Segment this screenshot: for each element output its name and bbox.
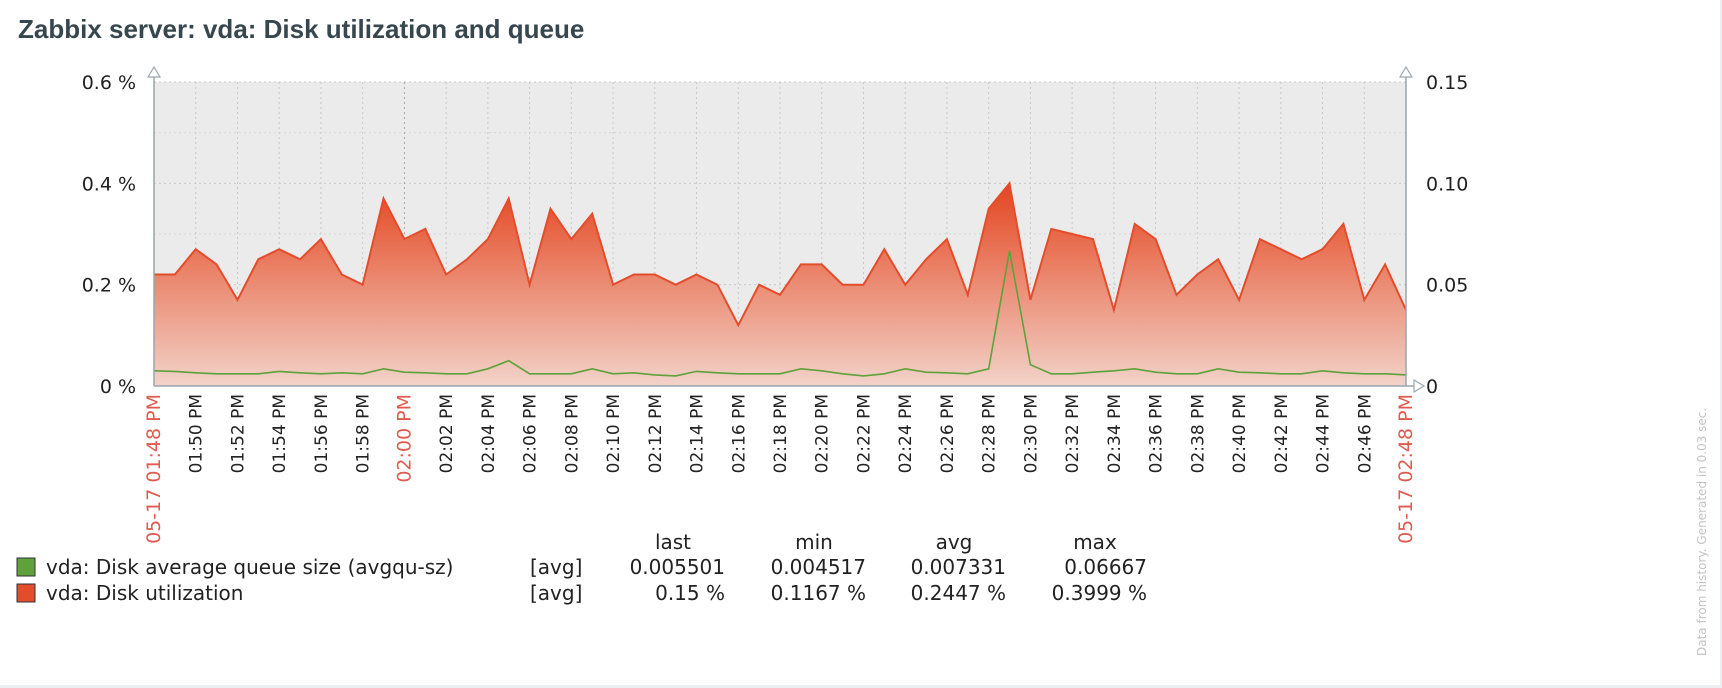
legend-swatch <box>16 583 36 603</box>
y-right-tick-label: 0 <box>1426 376 1438 398</box>
x-tick-label: 02:18 PM <box>771 394 791 473</box>
legend-header: max <box>1073 530 1117 554</box>
legend-series-name: vda: Disk utilization <box>46 581 243 605</box>
x-tick-label: 02:14 PM <box>688 394 708 473</box>
x-tick-label: 02:08 PM <box>562 394 582 473</box>
x-tick-label: 02:16 PM <box>729 394 749 473</box>
x-tick-label: 02:24 PM <box>896 394 916 473</box>
y-left-tick-label: 0.6 % <box>82 72 136 94</box>
utilization-line <box>154 180 1407 328</box>
legend-value: 0.007331 <box>911 555 1006 579</box>
x-tick-label: 02:36 PM <box>1147 394 1167 473</box>
x-axis-arrow-icon <box>1413 378 1426 394</box>
x-tick-label: 02:02 PM <box>437 394 457 473</box>
generation-note: Data from history. Generated in 0.03 sec… <box>1695 408 1709 656</box>
bottom-border <box>0 685 1722 688</box>
x-tick-label: 01:54 PM <box>270 394 290 473</box>
widget-title: Zabbix server: vda: Disk utilization and… <box>18 14 585 44</box>
x-tick-label: 02:00 PM <box>393 394 415 483</box>
legend-function: [avg] <box>530 555 582 579</box>
x-tick-label: 02:34 PM <box>1105 394 1125 473</box>
x-tick-label: 02:22 PM <box>854 394 874 473</box>
x-tick-label: 02:10 PM <box>604 394 624 473</box>
legend-value: 0.3999 % <box>1052 581 1147 605</box>
x-tick-label: 02:26 PM <box>938 394 958 473</box>
legend-header: avg <box>936 530 973 554</box>
x-tick-label: 02:38 PM <box>1188 394 1208 473</box>
y-left-tick-label: 0 % <box>100 376 136 398</box>
x-start-label: 05-17 01:48 PM <box>143 394 165 544</box>
y-axis-labels: 0 % 0.2 % 0.4 % 0.6 % 0 0.05 0.10 0.15 <box>82 72 1469 398</box>
x-tick-label: 02:46 PM <box>1355 394 1375 473</box>
plot-area <box>146 65 1426 394</box>
x-tick-label: 02:06 PM <box>521 394 541 473</box>
x-tick-label: 02:20 PM <box>813 394 833 473</box>
legend-value: 0.1167 % <box>771 581 866 605</box>
queue-size-line <box>153 250 1407 377</box>
right-axis-arrow-icon <box>1398 65 1414 78</box>
left-axis-arrow-icon <box>146 65 162 78</box>
legend-function: [avg] <box>530 581 582 605</box>
legend-value: 0.06667 <box>1064 555 1147 579</box>
right-border <box>1720 0 1722 688</box>
x-tick-label: 02:40 PM <box>1230 394 1250 473</box>
legend-swatch <box>16 557 36 577</box>
x-tick-label: 02:04 PM <box>479 394 499 473</box>
y-left-tick-label: 0.2 % <box>82 275 136 297</box>
x-tick-label: 01:56 PM <box>312 394 332 473</box>
x-tick-label: 02:30 PM <box>1021 394 1041 473</box>
x-tick-label: 02:42 PM <box>1272 394 1292 473</box>
x-tick-label: 01:50 PM <box>187 394 207 473</box>
y-right-tick-label: 0.05 <box>1426 275 1468 297</box>
legend-header: min <box>795 530 833 554</box>
x-tick-label: 02:28 PM <box>980 394 1000 473</box>
x-tick-label: 02:12 PM <box>646 394 666 473</box>
y-right-tick-label: 0.10 <box>1426 173 1468 195</box>
legend-value: 0.15 % <box>655 581 725 605</box>
x-tick-label: 02:32 PM <box>1063 394 1083 473</box>
legend-value: 0.2447 % <box>911 581 1006 605</box>
x-tick-label: 01:52 PM <box>228 394 248 473</box>
x-axis-labels: 05-17 01:48 PM 05-17 02:48 PM 01:50 PM 01:5… <box>143 394 1417 544</box>
legend-value: 0.005501 <box>630 555 725 579</box>
x-tick-label: 01:58 PM <box>354 394 374 473</box>
y-right-tick-label: 0.15 <box>1426 72 1468 94</box>
x-end-label: 05-17 02:48 PM <box>1395 394 1417 544</box>
utilization-area <box>154 183 1406 386</box>
legend-header: last <box>655 530 691 554</box>
legend-value: 0.004517 <box>771 555 866 579</box>
legend-series-name: vda: Disk average queue size (avgqu-sz) <box>46 555 453 579</box>
legend: last min avg max vda: Disk average queue siz… <box>16 530 1147 605</box>
y-left-tick-label: 0.4 % <box>82 173 136 195</box>
x-tick-label: 02:44 PM <box>1314 394 1334 473</box>
